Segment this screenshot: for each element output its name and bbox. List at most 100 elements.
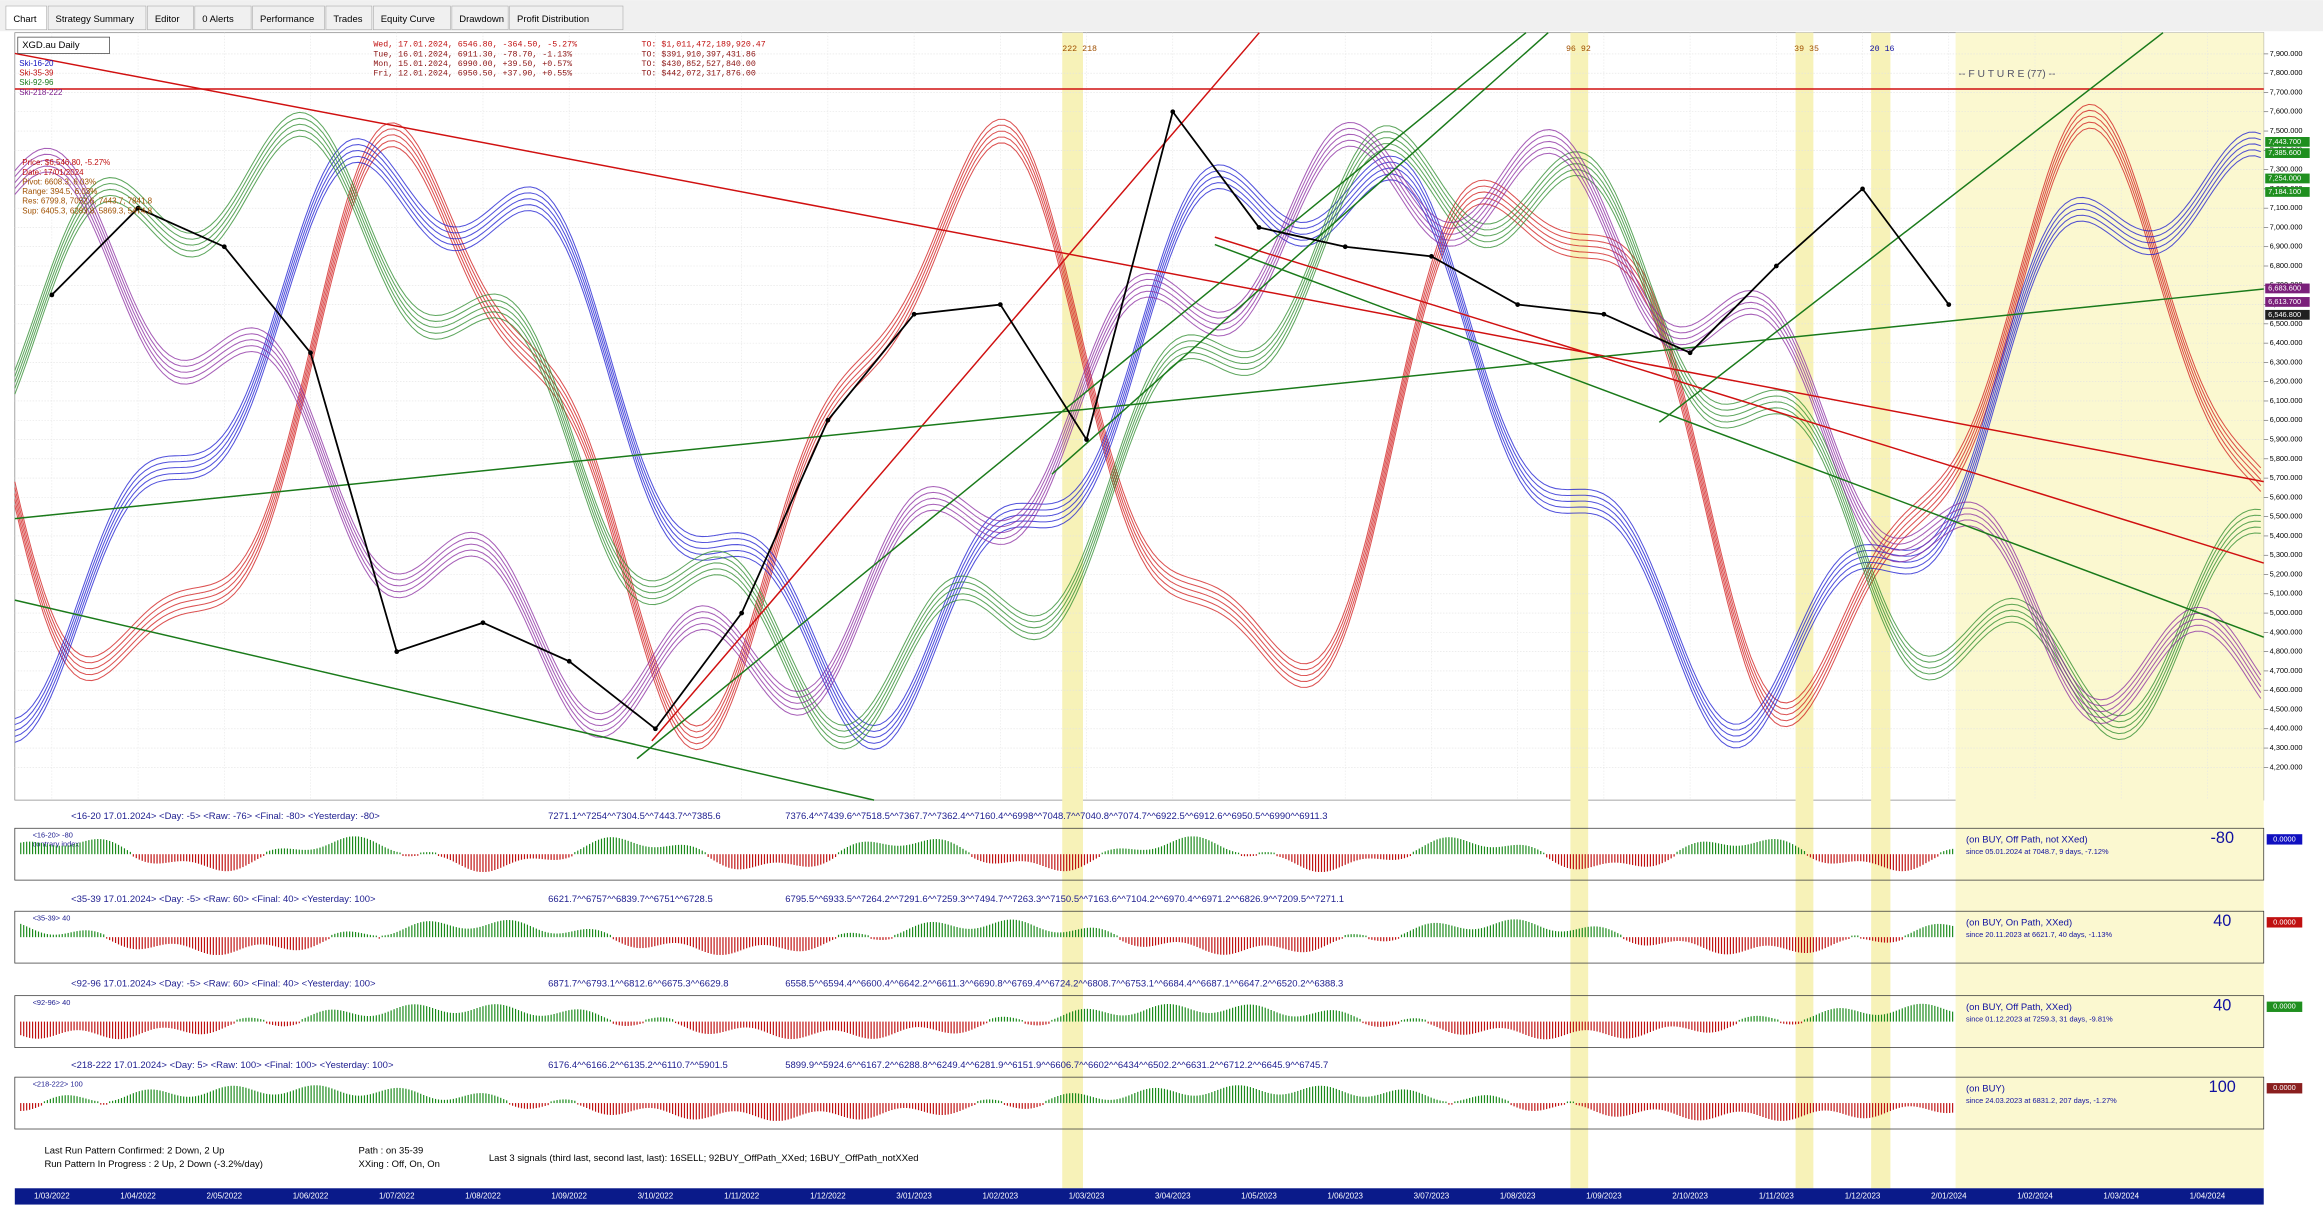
panel-header: <16-20 17.01.2024> <Day: -5> <Raw: -76> … [71,811,380,822]
tab-label[interactable]: Drawdown [459,14,504,25]
price-info: Price: $6,546.80, -5.27%Date: 17/01/2024… [22,158,152,215]
x-tick-label: 1/11/2022 [724,1192,760,1201]
y-tick-label: 4,400.000 [2270,724,2303,733]
tab-label[interactable]: Trades [333,14,362,25]
cycle-marker: 96 92 [1566,45,1591,54]
cycle-band [14,111,2261,726]
cycle-highlight [1570,32,1589,1189]
tab[interactable] [325,5,373,31]
tab[interactable] [451,5,509,31]
run-confirmed: Last Run Pattern Confirmed: 2 Down, 2 Up [44,1146,224,1157]
y-tick-label: 6,500.000 [2270,319,2303,328]
x-tick-label: 1/09/2023 [1586,1192,1622,1201]
y-tick-label: 6,000.000 [2270,415,2303,424]
panel-frame [14,910,2265,964]
price-point [1084,437,1089,442]
quotes: Wed, 17.01.2024, 6546.80, -364.50, -5.27… [373,40,765,79]
price-tag-label: 6,546.800 [2268,310,2301,319]
y-tick-label: 4,200.000 [2270,762,2303,771]
price-point [480,620,486,626]
x-axis-bar [14,1188,2264,1205]
path: Path : on 35-39 [359,1146,424,1157]
tab[interactable] [194,5,252,31]
x-tick-label: 3/10/2022 [638,1192,674,1201]
y-tick-label: 7,000.000 [2270,222,2303,231]
panel-frame [14,995,2265,1048]
panel-final: 40 [2213,912,2231,930]
y-tick-label: 7,100.000 [2270,203,2303,212]
y-tick-label: 5,100.000 [2270,589,2303,598]
price-tag [2265,297,2310,307]
y-tick-label: 4,300.000 [2270,743,2303,752]
symbol-box [17,36,111,54]
panel-recent: 7271.1^^7254^^7304.5^^7443.7^^7385.6 [548,811,720,822]
tab[interactable] [252,5,325,31]
x-tick-label: 1/04/2024 [2190,1192,2226,1201]
tab-label[interactable]: Equity Curve [381,14,435,25]
tab[interactable] [47,5,147,31]
y-tick-label: 7,900.000 [2270,49,2303,58]
tab-label[interactable]: Chart [13,14,37,25]
y-tick-label: 5,800.000 [2270,454,2303,463]
panel-frame [14,827,2265,881]
price-point [135,205,141,211]
tabs: Chart Strategy Summary Editor 0 Alerts Perfo… [5,5,624,31]
y-tick-label: 7,300.000 [2270,165,2303,174]
panel-label: <92-96> 40 [33,998,71,1007]
tab[interactable] [5,5,47,31]
cycle-marker: 222 218 [1062,45,1097,54]
x-tick-label: 1/08/2022 [465,1192,501,1201]
tab[interactable] [509,5,624,31]
y-tick-label: 6,900.000 [2270,242,2303,251]
price-tag-label: 7,254.000 [2268,173,2301,182]
trend-line [1658,32,2164,423]
panel-status: (on BUY, On Path, XXed) [1966,918,2072,929]
tab-label[interactable]: 0 Alerts [202,14,234,25]
cycle-band [14,145,2262,738]
x-tick-label: 1/12/2022 [810,1192,846,1201]
price-tag-label: 6,613.700 [2268,297,2301,306]
x-tick-label: 1/07/2022 [379,1192,415,1201]
y-tick-label: 5,900.000 [2270,434,2303,443]
info-line: Range: 394.5, 6.03% [22,187,97,196]
x-tick-label: 1/05/2023 [1241,1192,1277,1201]
x-tick-label: 2/05/2022 [207,1192,243,1201]
trend-line [1214,236,2264,564]
panel-since: since 20.11.2023 at 6621.7, 40 days, -1.… [1966,930,2113,939]
info-line: Sup: 6405.3, 6283.8, 5869.3, 5474.8 [22,206,152,215]
y-tick-label: 7,600.000 [2270,107,2303,116]
tab-label[interactable]: Editor [155,14,180,25]
y-tick-label: 6,400.000 [2270,338,2303,347]
info-line: Date: 17/01/2024 [22,168,84,177]
y-tick-label: 5,400.000 [2270,531,2303,540]
tab[interactable] [147,5,194,31]
price-point [1860,186,1865,192]
tab[interactable] [373,5,451,31]
tab-label[interactable]: Strategy Summary [56,14,135,25]
y-tick-label: 7,700.000 [2270,87,2303,96]
y-tick-label: 6,100.000 [2270,396,2303,405]
legend-entry: Ski-16-20 [19,59,54,68]
panel-recent: 6176.4^^6166.2^^6135.2^^6110.7^^5901.5 [548,1060,728,1071]
cycle-band [14,139,2262,733]
x-axis: 1/03/2022 1/04/2022 2/05/2022 1/06/2022 1/07… [34,1192,2226,1201]
panel-box-value: 0.0000 [2273,1083,2296,1092]
price-point [653,726,658,732]
x-tick-label: 2/10/2023 [1672,1192,1708,1201]
x-tick-label: 1/02/2024 [2017,1192,2053,1201]
quote-line: Tue, 16.01.2024, 6911.30, -78.70, -1.13% [373,50,572,59]
tab-label[interactable]: Profit Distribution [517,14,589,25]
trend-lines [14,32,2264,801]
quote-turnover: TO: $1,011,472,189,920.47 [641,40,765,50]
y-tick-label: 5,300.000 [2270,550,2303,559]
quote-line: Mon, 15.01.2024, 6990.00, +39.50, +0.57% [373,60,572,69]
legend-entry: Ski-35-39 [19,69,54,78]
cycle-highlight [1795,32,1814,1189]
price-tag [2265,173,2310,184]
y-tick-label: 4,600.000 [2270,685,2303,694]
chart-frame [14,32,2265,801]
trend-line [14,288,2264,520]
tab-label[interactable]: Performance [260,14,314,25]
